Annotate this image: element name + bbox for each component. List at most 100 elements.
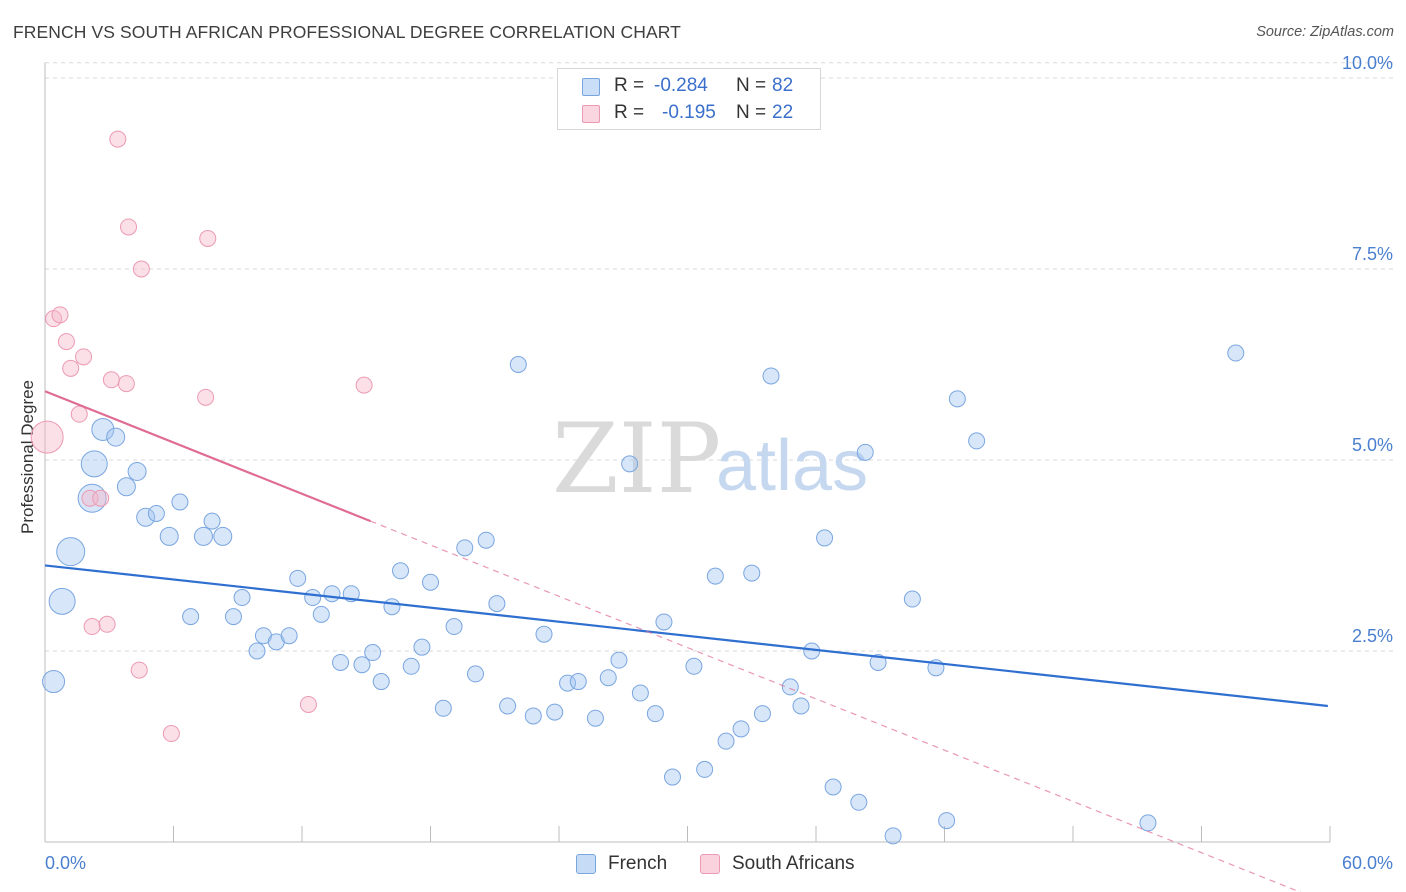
south-african-point (51, 306, 69, 324)
french-point (499, 697, 517, 715)
french-point (456, 539, 474, 557)
french-point (1227, 344, 1245, 362)
french-point (559, 674, 577, 692)
french-point (792, 697, 810, 715)
french-point (364, 644, 382, 662)
french-point (732, 720, 750, 738)
french-point (599, 669, 617, 687)
x-tick-label-min: 0.0% (45, 853, 86, 873)
south-african-point (75, 348, 93, 366)
legend-n-label: N = (736, 102, 767, 123)
french-point (816, 529, 834, 547)
south-african-point (83, 618, 101, 636)
french-point (116, 477, 136, 497)
french-point (646, 705, 664, 723)
french-point (466, 665, 484, 683)
french-trend-line (44, 564, 1328, 708)
french-point (80, 450, 108, 478)
south-african-point (132, 260, 150, 278)
french-point (477, 531, 495, 549)
french-point (856, 443, 874, 461)
y-tick-label: 5.0% (1352, 435, 1393, 455)
south-africans-trend-line (44, 390, 371, 523)
chart-source: Source: ZipAtlas.com (1256, 24, 1394, 40)
french-point (524, 707, 542, 725)
legend-swatch-french (576, 854, 596, 874)
trend-layer (44, 390, 1328, 892)
french-point (312, 605, 330, 623)
french-point (147, 504, 165, 522)
y-tick-label: 7.5% (1352, 244, 1393, 264)
french-point (850, 793, 868, 811)
south-african-point (355, 376, 373, 394)
french-point (413, 638, 431, 656)
south-african-point (70, 405, 88, 423)
french-point (696, 760, 714, 778)
south-african-point (98, 615, 116, 633)
french-point (434, 699, 452, 717)
south-african-point (162, 725, 180, 743)
french-point (546, 703, 564, 721)
south-african-point (117, 375, 135, 393)
french-point (884, 827, 902, 845)
axis-layer: 2.5% 5.0% 7.5% 10.0% 0.0% 60.0% (44, 53, 1393, 873)
french-point (136, 507, 156, 527)
french-point (743, 564, 761, 582)
french-point (233, 589, 251, 607)
french-point (781, 678, 799, 696)
french-point (332, 653, 350, 671)
french-point (569, 673, 587, 691)
y-tick-label: 2.5% (1352, 626, 1393, 646)
french-point (685, 657, 703, 675)
legend-n-value: 22 (772, 102, 794, 123)
french-point (372, 673, 390, 691)
south-african-point (130, 661, 148, 679)
chart-title: FRENCH VS SOUTH AFRICAN PROFESSIONAL DEG… (13, 22, 681, 42)
legend-r-label: R = (614, 102, 645, 123)
legend-swatch-french (582, 78, 600, 96)
watermark: ZIP atlas (552, 403, 868, 515)
french-point (586, 709, 604, 727)
french-point (717, 732, 735, 750)
french-point (203, 512, 221, 530)
french-point (213, 526, 233, 546)
french-point (422, 573, 439, 591)
south-african-point (92, 489, 110, 507)
french-point (869, 653, 887, 671)
legend-n-label: N = (736, 75, 767, 96)
french-point (383, 598, 401, 616)
french-point (968, 432, 986, 450)
legend-r-value: -0.195 (662, 102, 716, 123)
grid-layer (45, 62, 1395, 652)
french-point (903, 590, 921, 608)
french-point (224, 608, 242, 626)
french-point (762, 367, 780, 385)
french-point (248, 642, 266, 660)
south-african-point (120, 218, 138, 236)
french-point (182, 608, 200, 626)
x-tick-label-max: 60.0% (1342, 853, 1393, 873)
legend-swatch-south-africans (700, 854, 720, 874)
south-africans-trend-extension (370, 520, 1302, 892)
french-point (289, 569, 307, 587)
legend-swatch-south-africans (582, 105, 600, 123)
legend-r-value: -0.284 (654, 75, 708, 96)
french-point (91, 417, 115, 441)
legend-n-value: 82 (772, 75, 794, 96)
french-point (56, 537, 86, 567)
french-point (106, 427, 126, 447)
french-point (280, 627, 298, 645)
french-point (631, 684, 649, 702)
french-point (392, 562, 410, 580)
correlation-legend: R = -0.284 N = 82 R = -0.195 N = 22 (557, 68, 821, 130)
series-legend: French South Africans (0, 852, 1406, 878)
french-point (664, 768, 682, 786)
french-point (159, 526, 179, 546)
south-african-point (197, 388, 215, 406)
y-axis-label: Professional Degree (18, 380, 37, 534)
watermark-atlas: atlas (716, 426, 868, 506)
french-point (753, 705, 771, 723)
french-point (445, 618, 463, 636)
legend-label-south-africans: South Africans (732, 853, 855, 874)
south-african-point (62, 359, 80, 377)
